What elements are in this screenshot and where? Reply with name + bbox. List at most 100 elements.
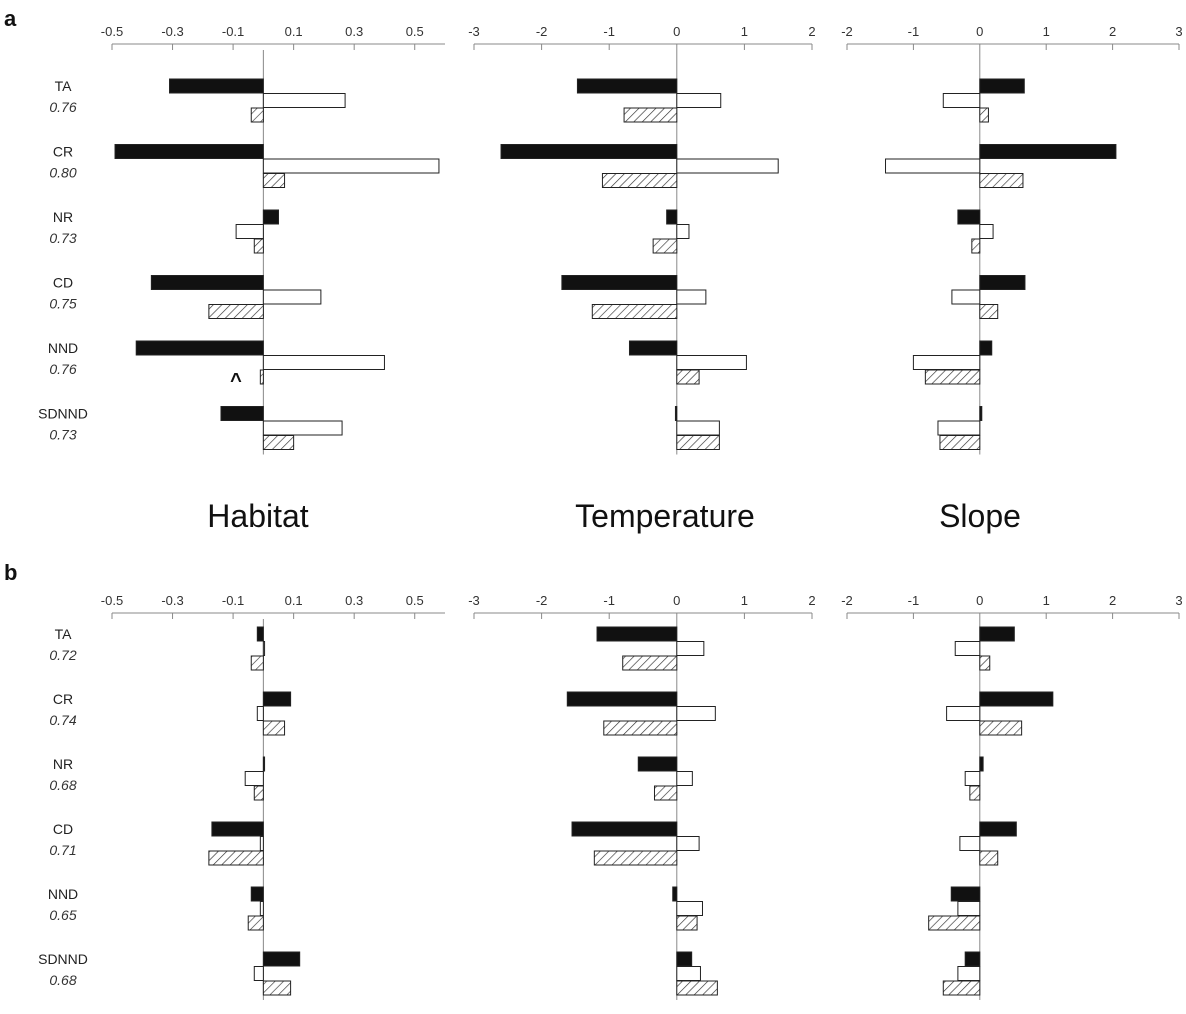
x-tick-label: 0 [976,24,983,39]
bar-hatched-cd [208,304,264,319]
bar-hatched-sdnnd [676,980,718,996]
x-tick-label: -1 [908,24,920,39]
x-tick-label: -2 [841,24,853,39]
bar-open-nr [964,771,981,786]
bar-open-cr [885,158,981,174]
bar-hatched-nnd [676,369,700,385]
r2-label: 0.65 [49,907,76,923]
x-tick-label: 1 [741,24,748,39]
subplot-title-slope: Slope [939,498,1021,534]
bar-hatched-cr [262,173,286,188]
category-label: TA [55,626,73,642]
category-label: NND [48,340,78,356]
bar-hatched-ta [250,107,264,123]
bar-open-cr [676,158,779,174]
bar-solid-sdnnd [220,406,264,421]
x-tick-label: 0.3 [345,24,363,39]
bar-solid-nr [262,209,280,225]
bar-solid-nr [979,756,984,772]
bar-hatched-cr [262,720,286,736]
bar-solid-cr [262,691,292,707]
bar-open-ta [676,641,705,656]
bar-solid-ta [576,78,678,94]
x-tick-label: 0 [976,593,983,608]
bar-hatched-cd [208,850,264,866]
r2-label: 0.68 [49,777,76,793]
bar-open-nnd [957,901,981,916]
panel-label-b: b [4,560,17,585]
bar-open-nr [676,771,693,786]
x-tick-label: 0.5 [406,593,424,608]
bar-hatched-cr [601,173,678,188]
subplot-a-slope: -2 -1 0 1 2 3 [841,24,1183,455]
x-tick-label: -3 [468,24,480,39]
x-tick-label: 0.1 [285,593,303,608]
panel-label-a: a [4,6,17,31]
subplot-title-habitat: Habitat [207,498,309,534]
bar-open-cd [951,289,981,305]
bar-open-sdnnd [262,420,343,436]
bar-solid-ta [979,78,1025,94]
bar-solid-nr [957,209,981,225]
bar-hatched-cd [979,850,999,866]
bar-open-nr [979,224,994,239]
bar-hatched-ta [622,655,678,671]
panel-a: -0.5 -0.3 -0.1 0.1 0.3 0.5 TA 0.76 CR 0.80 NR 0.73 C… [38,24,1183,455]
x-tick-label: -0.3 [161,593,183,608]
bar-open-cr [262,158,440,174]
bar-open-cr [676,706,716,721]
bar-hatched-ta [623,107,678,123]
x-tick-label: -1 [908,593,920,608]
bar-open-cd [676,289,707,305]
x-tick-label: -0.1 [222,593,244,608]
category-label: SDNND [38,951,88,967]
r2-label: 0.80 [49,165,76,181]
bar-open-sdnnd [957,966,981,981]
bar-hatched-sdnnd [676,435,720,450]
x-tick-label: 1 [741,593,748,608]
bar-hatched-sdnnd [262,435,295,450]
category-label: CD [53,821,73,837]
bar-open-ta [262,93,346,108]
category-label: CR [53,144,73,160]
x-tick-label: -2 [536,24,548,39]
bar-solid-cd [561,275,678,290]
bar-open-nr [244,771,264,786]
bar-hatched-sdnnd [942,980,981,996]
bar-open-cd [262,289,322,305]
bar-open-cr [946,706,981,721]
category-label: SDNND [38,406,88,422]
bar-solid-nnd [672,886,678,902]
x-tick-label: -0.1 [222,24,244,39]
bar-open-sdnnd [937,420,981,436]
bar-hatched-cd [591,304,678,319]
x-tick-label: 2 [808,593,815,608]
bar-solid-cr [566,691,678,707]
bar-open-nnd [259,901,264,916]
bar-solid-sdnnd [676,951,693,967]
x-tick-label: -0.5 [101,24,123,39]
bar-open-cr [256,706,264,721]
bar-hatched-ta [979,655,991,671]
bar-solid-ta [169,78,264,94]
bar-open-ta [262,641,266,656]
panel-b: -0.5 -0.3 -0.1 0.1 0.3 0.5 TA 0.72 CR 0.74 NR 0.68 C… [38,593,1183,1000]
bar-solid-nr [637,756,678,772]
bar-open-ta [676,93,722,108]
r2-label: 0.76 [49,99,76,115]
subplot-title-temperature: Temperature [575,498,755,534]
bar-open-cd [259,836,264,851]
category-label: NND [48,886,78,902]
bar-solid-cd [150,275,264,290]
bar-hatched-nnd [928,915,981,931]
bar-hatched-cr [979,173,1024,188]
bar-solid-ta [596,626,678,642]
bar-solid-nr [666,209,678,225]
r2-label: 0.73 [49,230,76,246]
category-label: NR [53,209,73,225]
bar-solid-cd [571,821,678,837]
r2-label: 0.72 [49,647,76,663]
bar-open-sdnnd [676,966,701,981]
x-tick-label: -2 [841,593,853,608]
